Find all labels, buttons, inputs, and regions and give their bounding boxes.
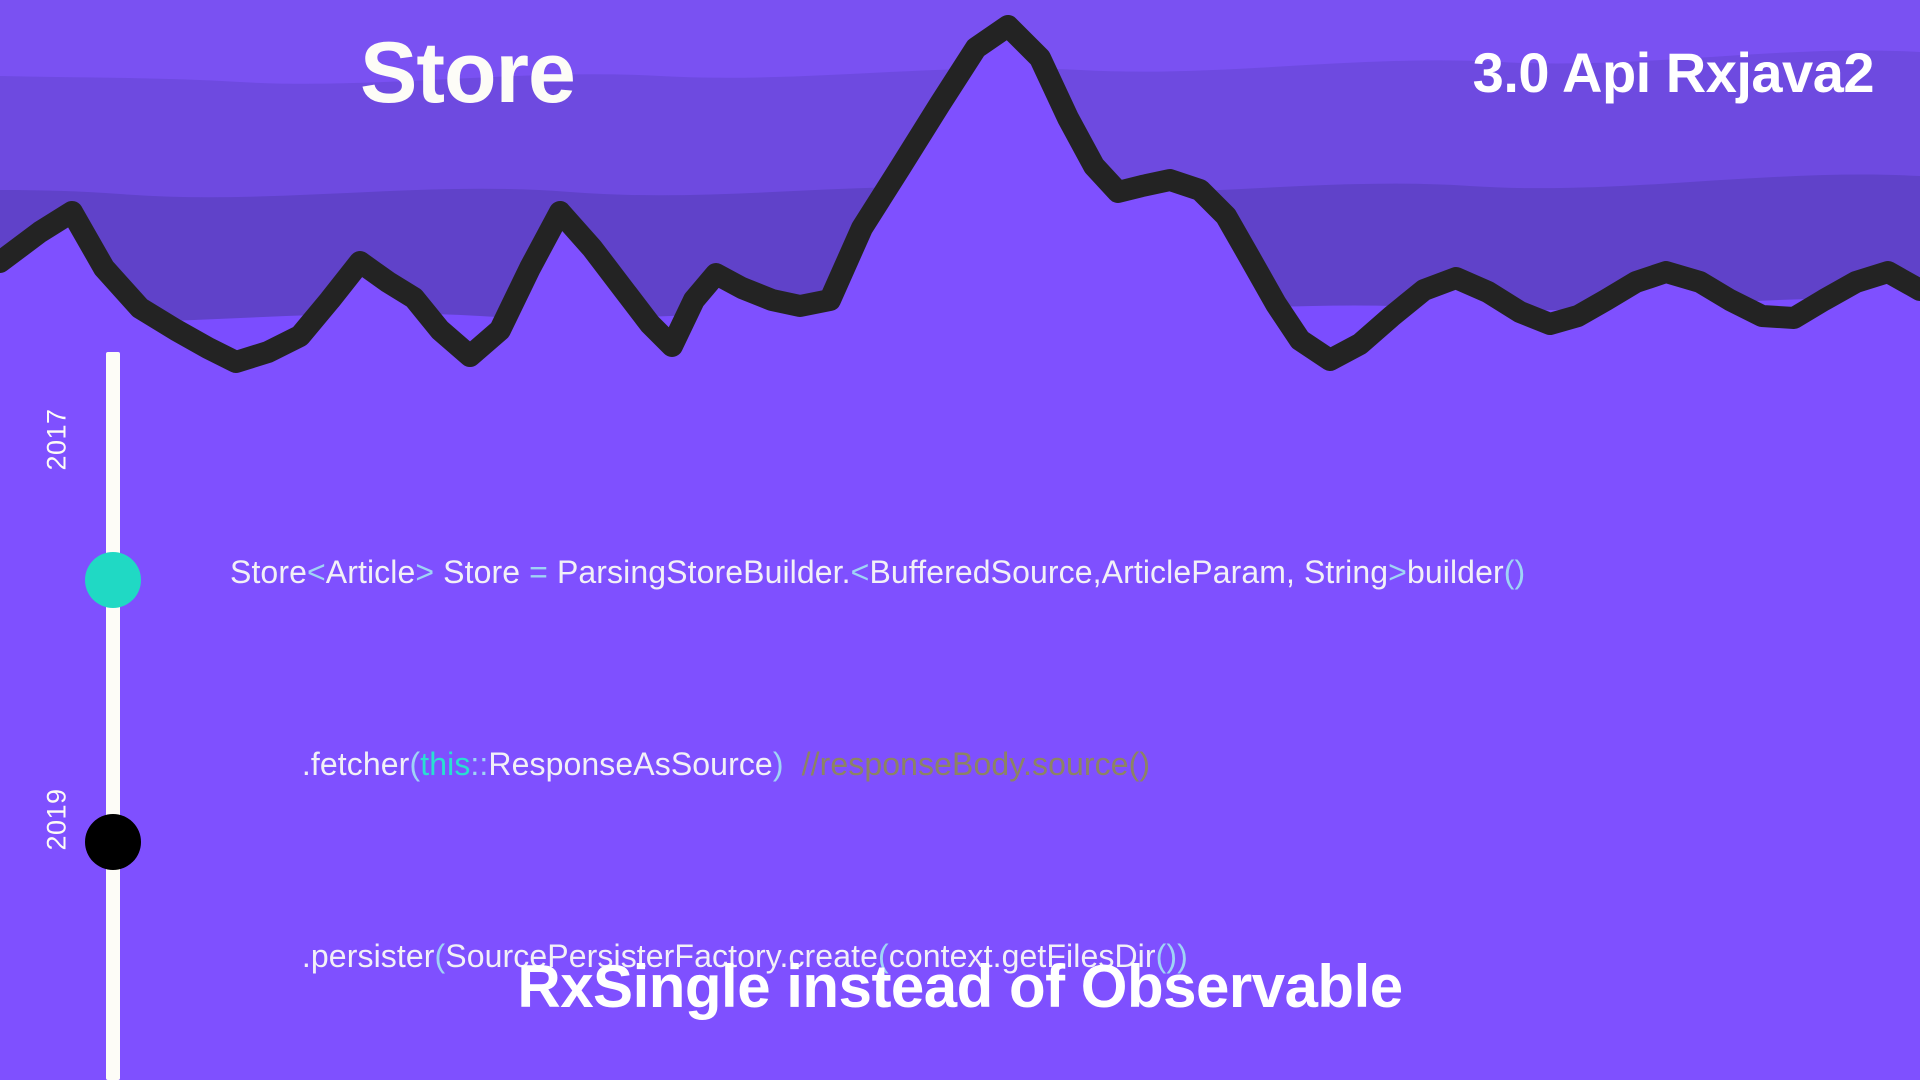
code-token-comment: //responseBody.source() <box>801 746 1151 782</box>
code-token: Article <box>325 554 416 590</box>
code-token <box>784 746 802 782</box>
code-token: .fetcher <box>230 746 410 782</box>
code-token: BufferedSource,ArticleParam, String <box>869 554 1389 590</box>
code-token: Store <box>434 554 530 590</box>
page-title: Store <box>360 25 576 121</box>
code-token-keyword: this <box>420 746 471 782</box>
code-token-punct: = <box>529 554 548 590</box>
sky-band-light <box>0 0 1920 84</box>
code-token: .persister <box>230 938 435 974</box>
code-token-punct: ( <box>434 938 446 974</box>
code-token: Store <box>230 554 307 590</box>
code-token-punct: ()) <box>1155 938 1188 974</box>
code-token: ParsingStoreBuilder. <box>547 554 851 590</box>
timeline-year-label-2017: 2017 <box>41 408 72 471</box>
code-token-punct: ( <box>877 938 889 974</box>
code-block: Store<Article> Store = ParsingStoreBuild… <box>230 404 1525 1080</box>
code-token-punct: () <box>1503 554 1526 590</box>
code-token: ResponseAsSource <box>488 746 773 782</box>
code-token-punct: ( <box>409 746 421 782</box>
api-version-badge: 3.0 Api Rxjava2 <box>1472 41 1875 104</box>
code-token: builder <box>1406 554 1504 590</box>
mountain-line-stroke <box>0 15 1920 373</box>
code-line-1: Store<Article> Store = ParsingStoreBuild… <box>230 548 1525 596</box>
timeline-year-label-2019: 2019 <box>41 788 72 851</box>
code-line-3: .persister(SourcePersisterFactory.create… <box>230 932 1525 980</box>
timeline-rail <box>106 352 120 1080</box>
timeline-marker-2019[interactable] <box>85 814 141 870</box>
code-token-punct: :: <box>470 746 489 782</box>
timeline: 2017 2019 <box>42 352 141 1080</box>
code-token-punct: < <box>850 554 870 590</box>
code-token-punct: ) <box>772 746 784 782</box>
code-token-punct: < <box>306 554 326 590</box>
code-line-2: .fetcher(this::ResponseAsSource) //respo… <box>230 740 1525 788</box>
code-token-punct: > <box>1388 554 1407 590</box>
timeline-marker-2017[interactable] <box>85 552 141 608</box>
code-token-punct: > <box>415 554 435 590</box>
code-token: SourcePersisterFactory.create <box>445 938 878 974</box>
code-token: context.getFilesDir <box>888 938 1156 974</box>
footer-headline: RxSingle instead of Observable <box>517 953 1403 1020</box>
